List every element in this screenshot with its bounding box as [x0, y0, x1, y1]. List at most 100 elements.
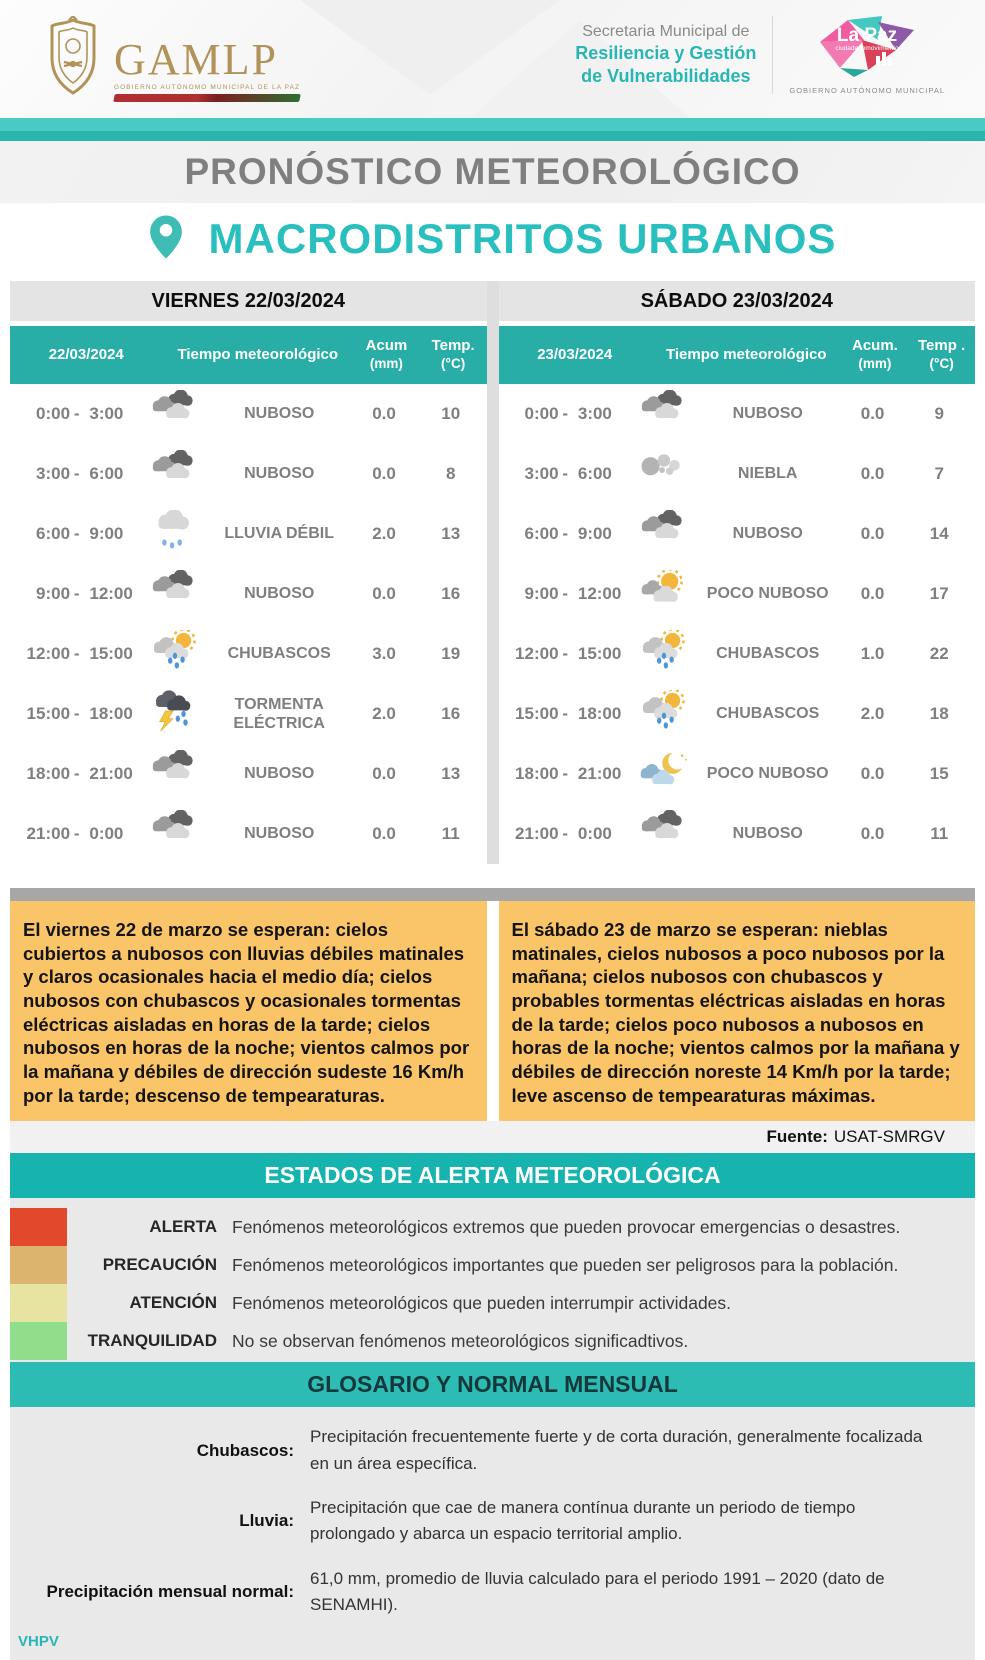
column-header-temp: Temp. (°C) — [431, 337, 475, 371]
gamlp-shield-icon — [42, 14, 104, 103]
temp-value: 16 — [441, 584, 461, 603]
temp-value: 15 — [929, 764, 949, 783]
time-dash: - — [73, 644, 80, 663]
time-end: 0:00 — [89, 824, 124, 843]
lluvia-debil-icon — [149, 508, 199, 559]
time-start: 18:00 — [515, 764, 559, 783]
svg-text:La Paz: La Paz — [837, 25, 897, 46]
acum-value: 0.0 — [860, 764, 885, 783]
acum-value: 0.0 — [372, 764, 396, 783]
acum-value: 0.0 — [860, 584, 885, 603]
time-range: 18:00 - 21:00 — [10, 764, 143, 784]
time-start: 9:00 — [524, 584, 559, 603]
time-dash: - — [562, 764, 569, 783]
glossary-term: Precipitación mensual normal: — [46, 1582, 294, 1602]
header-right-logos: Secretaria Municipal de Resiliencia y Ge… — [575, 14, 945, 95]
nuboso-icon — [638, 389, 688, 439]
chubascos-icon — [638, 687, 688, 739]
forecast-day-saturday: SÁBADO 23/03/2024 23/03/2024 Tiempo mete… — [498, 281, 976, 864]
time-range: 15:00 - 18:00 — [10, 704, 143, 724]
alert-level-name: TRANQUILIDAD — [87, 1331, 217, 1351]
time-start: 6:00 — [36, 524, 71, 543]
condition-label: CHUBASCOS — [227, 645, 331, 663]
nuboso-icon — [149, 749, 199, 799]
forecast-row: 12:00 - 15:00 CHUBASCOS 3.0 19 — [10, 624, 487, 684]
time-range: 6:00 - 9:00 — [10, 524, 143, 544]
niebla-icon — [638, 450, 688, 499]
section-divider — [10, 888, 975, 901]
gamlp-caption: GOBIERNO AUTÓNOMO MUNICIPAL DE LA PAZ — [114, 84, 301, 91]
time-range: 0:00 - 3:00 — [499, 404, 632, 424]
time-range: 6:00 - 9:00 — [499, 524, 632, 544]
time-start: 3:00 — [36, 464, 71, 483]
forecast-row: 12:00 - 15:00 CHUBASCOS 1.0 22 — [499, 624, 976, 684]
temp-value: 9 — [934, 404, 944, 423]
daily-summaries: El viernes 22 de marzo se esperan: cielo… — [10, 901, 975, 1122]
time-dash: - — [73, 704, 80, 723]
acum-value: 0.0 — [372, 584, 396, 603]
time-end: 9:00 — [89, 524, 124, 543]
teal-bar-bottom — [0, 131, 985, 141]
condition-label: NUBOSO — [732, 525, 803, 543]
condition-label: LLUVIA DÉBIL — [224, 525, 334, 543]
time-end: 6:00 — [89, 464, 124, 483]
alert-level-description: No se observan fenómenos meteorológicos … — [232, 1330, 689, 1351]
time-range: 12:00 - 15:00 — [499, 644, 632, 664]
time-dash: - — [562, 704, 569, 723]
time-start: 0:00 — [36, 404, 71, 423]
alert-level-row: ATENCIÓN Fenómenos meteorológicos que pu… — [10, 1284, 975, 1323]
condition-label: NIEBLA — [737, 465, 798, 483]
time-dash: - — [562, 584, 569, 603]
nuboso-icon — [638, 809, 688, 859]
secretaria-wordmark: Secretaria Municipal de Resiliencia y Ge… — [575, 22, 756, 87]
time-start: 12:00 — [515, 644, 559, 663]
page-subtitle: MACRODISTRITOS URBANOS — [208, 215, 837, 262]
time-end: 12:00 — [577, 584, 622, 603]
poco-nuboso-noche-icon — [638, 750, 688, 799]
time-dash: - — [73, 404, 80, 423]
gamlp-wordmark: GAMLP GOBIERNO AUTÓNOMO MUNICIPAL DE LA … — [113, 35, 301, 102]
alert-color-swatch — [10, 1284, 67, 1323]
acum-value: 2.0 — [860, 704, 885, 723]
time-end: 21:00 — [89, 764, 133, 783]
table-body: 0:00 - 3:00 NUBOSO 0.0 9 3:00 - 6:00 NIE… — [498, 384, 976, 864]
page-title: PRONÓSTICO METEOROLÓGICO — [184, 151, 801, 192]
time-start: 18:00 — [26, 764, 71, 783]
time-dash: - — [562, 524, 569, 543]
temp-value: 22 — [929, 644, 949, 663]
temp-value: 18 — [929, 704, 949, 723]
alert-color-swatch — [10, 1322, 67, 1361]
time-range: 15:00 - 18:00 — [499, 704, 632, 724]
condition-label: NUBOSO — [244, 465, 315, 483]
condition-label: NUBOSO — [244, 585, 315, 603]
alert-color-swatch — [10, 1246, 67, 1285]
glossary-row: Chubascos: Precipitación frecuentemente … — [10, 1415, 975, 1486]
gamlp-acronym: GAMLP — [114, 35, 279, 84]
time-end: 9:00 — [577, 524, 612, 543]
glossary-table: Chubascos: Precipitación frecuentemente … — [10, 1407, 975, 1660]
acum-value: 3.0 — [372, 644, 396, 663]
source-value: USAT-SMRGV — [833, 1127, 945, 1147]
nuboso-icon — [149, 449, 199, 499]
time-end: 18:00 — [89, 704, 133, 723]
nuboso-icon — [149, 389, 199, 439]
source-label: Fuente: — [766, 1127, 828, 1147]
time-end: 0:00 — [577, 824, 612, 843]
alert-level-name: ATENCIÓN — [129, 1293, 217, 1313]
time-start: 15:00 — [515, 704, 559, 723]
time-range: 18:00 - 21:00 — [499, 764, 632, 784]
time-dash: - — [562, 824, 569, 843]
summary-saturday: El sábado 23 de marzo se esperan: niebla… — [498, 901, 975, 1122]
time-end: 12:00 — [89, 584, 133, 603]
column-header-date: 23/03/2024 — [537, 345, 613, 363]
chubascos-icon — [149, 627, 199, 679]
time-dash: - — [73, 524, 80, 543]
forecast-row: 9:00 - 12:00 POCO NUBOSO 0.0 17 — [499, 564, 976, 624]
time-range: 9:00 - 12:00 — [10, 584, 143, 604]
forecast-row: 18:00 - 21:00 POCO NUBOSO 0.0 15 — [499, 744, 976, 804]
time-start: 0:00 — [524, 404, 559, 423]
alert-level-name: PRECAUCIÓN — [102, 1255, 217, 1275]
temp-value: 8 — [445, 464, 456, 483]
temp-value: 11 — [930, 824, 949, 843]
background-triangle-decoration — [470, 20, 690, 118]
